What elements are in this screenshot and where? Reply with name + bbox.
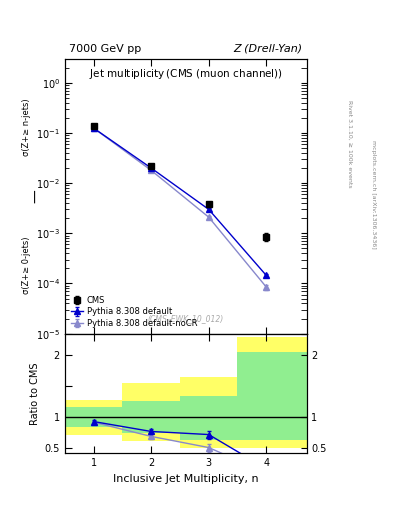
Text: σ(Z+≥ n-jets): σ(Z+≥ n-jets) [22, 99, 31, 156]
Text: Rivet 3.1.10, ≥ 100k events: Rivet 3.1.10, ≥ 100k events [347, 99, 352, 187]
Legend: CMS, Pythia 8.308 default, Pythia 8.308 default-noCR: CMS, Pythia 8.308 default, Pythia 8.308 … [69, 294, 199, 330]
Text: 7000 GeV pp: 7000 GeV pp [69, 44, 141, 54]
Text: Z (Drell-Yan): Z (Drell-Yan) [233, 44, 303, 54]
X-axis label: Inclusive Jet Multiplicity, n: Inclusive Jet Multiplicity, n [113, 474, 259, 483]
Y-axis label: Ratio to CMS: Ratio to CMS [30, 362, 40, 424]
Text: (CMS_EWK_10_012): (CMS_EWK_10_012) [147, 314, 224, 323]
Text: —: — [29, 189, 43, 203]
Text: σ(Z+≥ 0-jets): σ(Z+≥ 0-jets) [22, 236, 31, 294]
Text: mcplots.cern.ch [arXiv:1306.3436]: mcplots.cern.ch [arXiv:1306.3436] [371, 140, 376, 249]
Text: Jet multiplicity$\,$(CMS (muon channel)): Jet multiplicity$\,$(CMS (muon channel)) [89, 67, 283, 81]
